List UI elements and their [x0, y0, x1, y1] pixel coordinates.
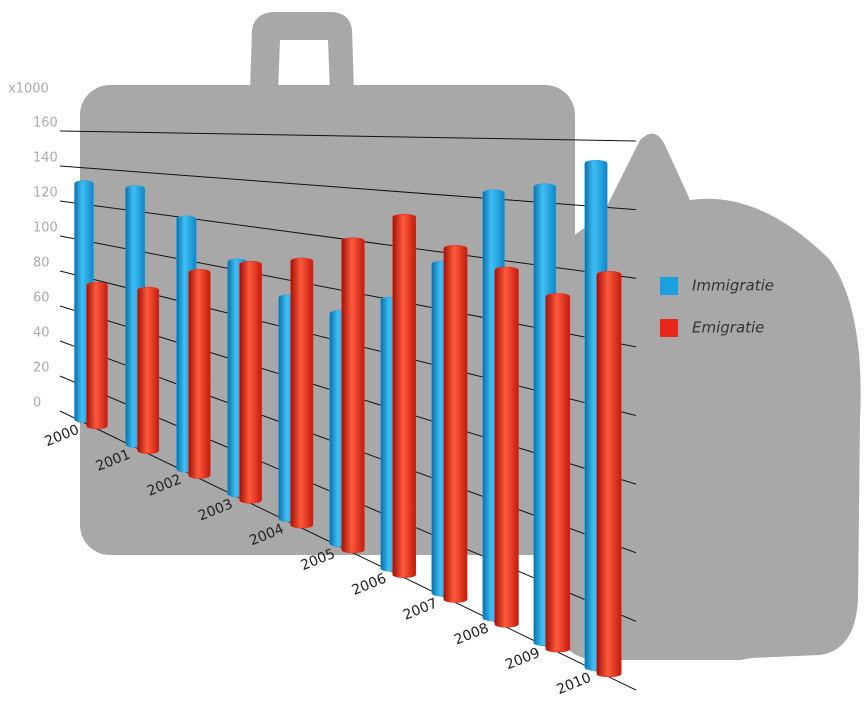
- y-tick-label: 140: [33, 151, 58, 166]
- bar: [239, 260, 262, 504]
- y-tick-label: 0: [33, 396, 41, 411]
- legend-label: Emigratie: [692, 319, 764, 337]
- x-tick-label: 2000: [42, 422, 81, 450]
- legend-swatch: [660, 319, 678, 337]
- bar: [86, 281, 108, 430]
- x-tick-label: 2010: [554, 670, 593, 698]
- y-tick-label: 80: [33, 256, 50, 271]
- y-tick-label: 60: [33, 291, 50, 306]
- legend-label: Immigratie: [692, 277, 774, 295]
- bar: [596, 271, 622, 678]
- bar: [545, 293, 571, 653]
- bar: [494, 266, 519, 628]
- x-tick-label: 2009: [503, 645, 542, 673]
- legend-swatch: [660, 277, 678, 295]
- y-axis-label: x1000: [8, 82, 49, 97]
- bar: [290, 257, 314, 529]
- bar: [188, 269, 211, 479]
- x-tick-label: 2007: [401, 595, 440, 623]
- y-tick-label: 100: [33, 221, 58, 236]
- x-tick-label: 2006: [350, 571, 389, 599]
- x-tick-label: 2008: [452, 620, 491, 648]
- backpack: [545, 133, 861, 661]
- suitcase-handle: [250, 12, 354, 92]
- bar: [341, 237, 365, 554]
- y-tick-label: 20: [33, 361, 50, 376]
- bar: [443, 245, 468, 603]
- bar: [137, 286, 160, 454]
- grid-line: [59, 130, 637, 142]
- bar: [392, 213, 416, 578]
- y-tick-label: 120: [33, 186, 58, 201]
- y-tick-label: 40: [33, 326, 50, 341]
- y-tick-label: 160: [33, 116, 58, 131]
